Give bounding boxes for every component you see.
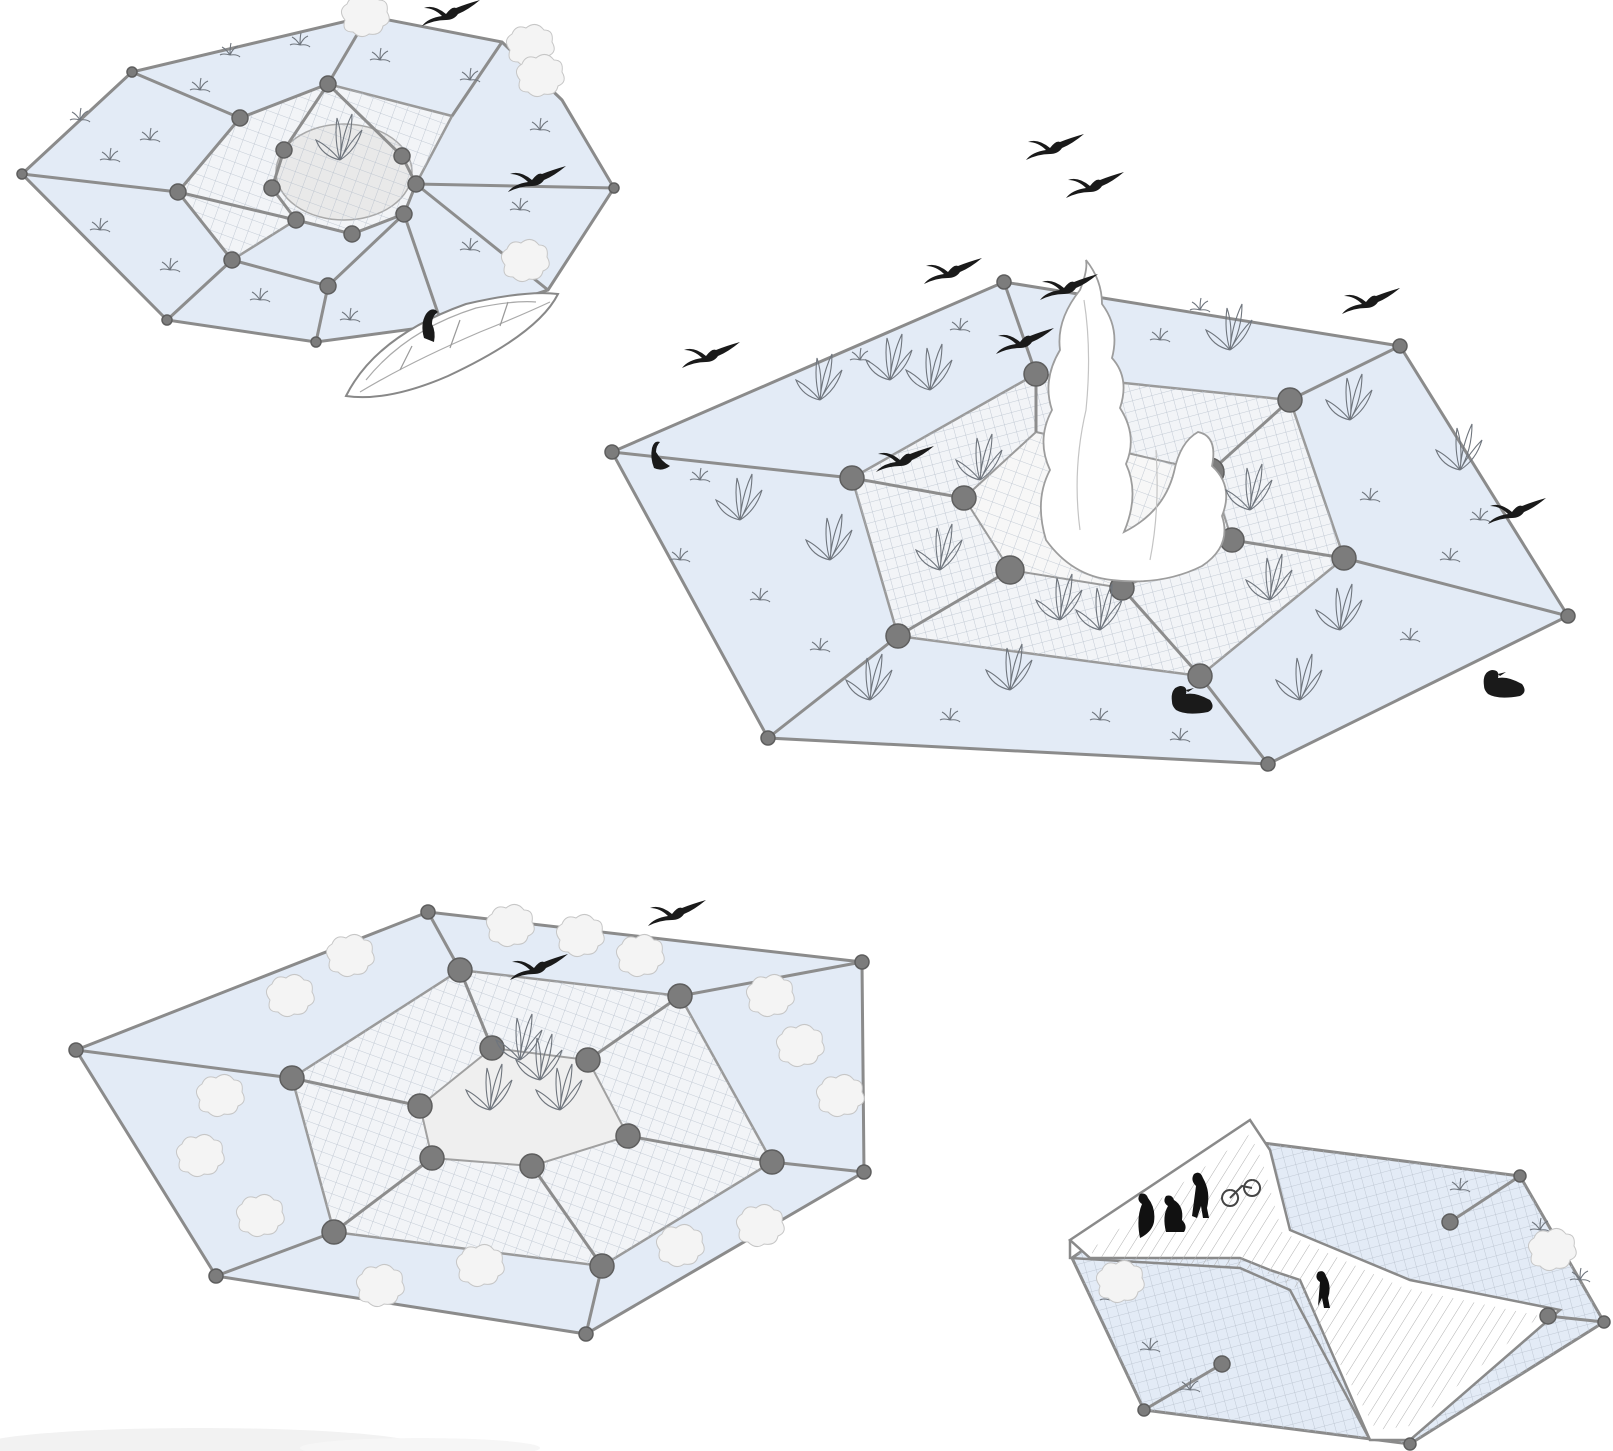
module-2-raft xyxy=(604,134,1576,772)
module-4-frame xyxy=(1143,1174,1605,1412)
bird-icon xyxy=(422,0,480,26)
person-icon xyxy=(1138,1193,1155,1238)
cormorant-silhouette xyxy=(422,309,438,342)
bird-icon xyxy=(1026,134,1084,160)
module-3-raft xyxy=(68,900,872,1342)
bicycle-icon xyxy=(1221,1179,1261,1207)
background-haze xyxy=(0,1428,540,1451)
goose-silhouette xyxy=(651,441,670,470)
bird-icon xyxy=(1066,172,1124,198)
duck-silhouette xyxy=(1483,670,1525,698)
module-2-frame xyxy=(611,281,1569,765)
module-4-nodes xyxy=(1137,1169,1611,1451)
module-1-nodes xyxy=(16,10,620,348)
habitat-tower xyxy=(1039,259,1228,583)
person-icon xyxy=(1164,1195,1186,1232)
people-silhouettes xyxy=(1138,1172,1330,1308)
module-3-nodes xyxy=(68,904,872,1342)
module-2-birds xyxy=(651,134,1546,714)
bird-icon xyxy=(924,258,982,284)
boat xyxy=(344,292,560,399)
person-icon xyxy=(1192,1172,1209,1218)
bird-icon xyxy=(682,342,740,368)
bird-icon xyxy=(648,900,706,926)
bird-icon xyxy=(1342,288,1400,314)
person-icon xyxy=(1316,1271,1330,1308)
module-1-raft xyxy=(16,0,620,399)
module-4-raft xyxy=(1067,1118,1611,1451)
